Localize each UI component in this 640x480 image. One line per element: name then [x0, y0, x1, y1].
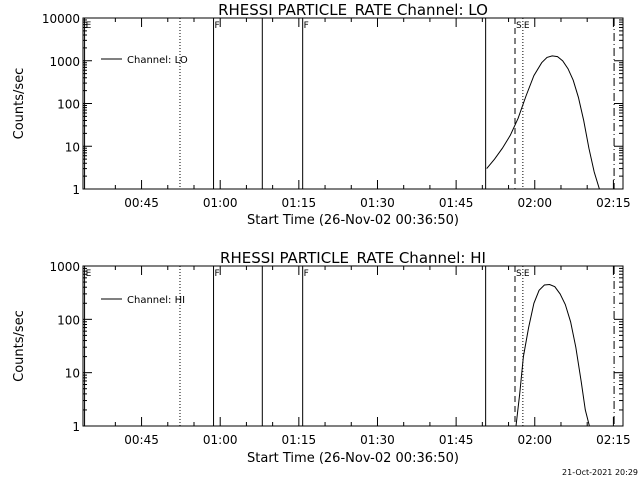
panel-1-event-marker-label: E: [86, 21, 92, 31]
panel-2-x-tick-label: 02:15: [596, 433, 631, 447]
panel-1-y-tick-label: 100: [57, 98, 80, 112]
panel-2-axes-frame: [82, 265, 624, 427]
panel-2-x-tick-label: 02:00: [517, 433, 552, 447]
panel-1-x-tick-label: 01:00: [203, 196, 238, 210]
panel-1-x-tick-label: 01:30: [360, 196, 395, 210]
panel-2-x-tick-label: 01:00: [203, 433, 238, 447]
panel-1-x-axis-label: Start Time (26-Nov-02 00:36:50): [247, 213, 459, 228]
panel-1-y-axis-label: Counts/sec: [12, 68, 27, 140]
footer-timestamp: 21-Oct-2021 20:29: [562, 468, 638, 477]
panel-2-event-marker-label: F: [215, 269, 220, 279]
panel-1-event-marker-label: S: [516, 21, 522, 31]
panel-1-x-tick-label: 02:00: [517, 196, 552, 210]
panel-1-legend-label: Channel: LO: [127, 55, 188, 66]
panel-2-y-tick-label: 1: [72, 420, 80, 434]
panel-2-series-line: [515, 283, 590, 426]
panel-2-y-tick-label: 10: [65, 367, 80, 381]
panel-1-x-tick-label: 01:15: [282, 196, 317, 210]
panel-2-x-tick-label: 01:30: [360, 433, 395, 447]
panel-2-title: RHESSI PARTICLE_RATE Channel: HI: [220, 249, 486, 268]
panel-1-y-tick-label: 10: [65, 140, 80, 154]
panel-2-x-tick-label: 01:15: [282, 433, 317, 447]
panel-2-event-marker-label: E: [86, 269, 92, 279]
panel-2-legend-label: Channel: HI: [127, 295, 185, 306]
panel-1-y-tick-label: 1: [72, 183, 80, 197]
panel-1-x-tick-label: 01:45: [439, 196, 474, 210]
panel-2-x-axis-label: Start Time (26-Nov-02 00:36:50): [247, 451, 459, 466]
panel-2-y-axis-label: Counts/sec: [12, 310, 27, 382]
panel-2-y-tick-label: 1000: [49, 260, 80, 274]
panel-2-x-tick-label: 00:45: [124, 433, 159, 447]
panel-1-x-tick-label: 02:15: [596, 196, 631, 210]
panel-1-event-marker-label: F: [304, 21, 309, 31]
panel-2-y-tick-label: 100: [57, 313, 80, 327]
panel-2-event-marker-label: F: [304, 269, 309, 279]
panel-2-x-tick-label: 01:45: [439, 433, 474, 447]
panel-1-event-marker-label: F: [215, 21, 220, 31]
panel-1-event-marker-label: E: [524, 21, 530, 31]
panel-2-event-marker-label: E: [524, 269, 530, 279]
panel-1-series-line: [486, 55, 600, 189]
panel-1-y-tick-label: 1000: [49, 55, 80, 69]
panel-1-y-tick-label: 10000: [42, 12, 80, 26]
panel-1-x-tick-label: 00:45: [124, 196, 159, 210]
panel-1-title: RHESSI PARTICLE_RATE Channel: LO: [218, 1, 488, 20]
panel-2-event-marker-label: S: [516, 269, 522, 279]
panel-1-axes-frame: [82, 17, 624, 190]
